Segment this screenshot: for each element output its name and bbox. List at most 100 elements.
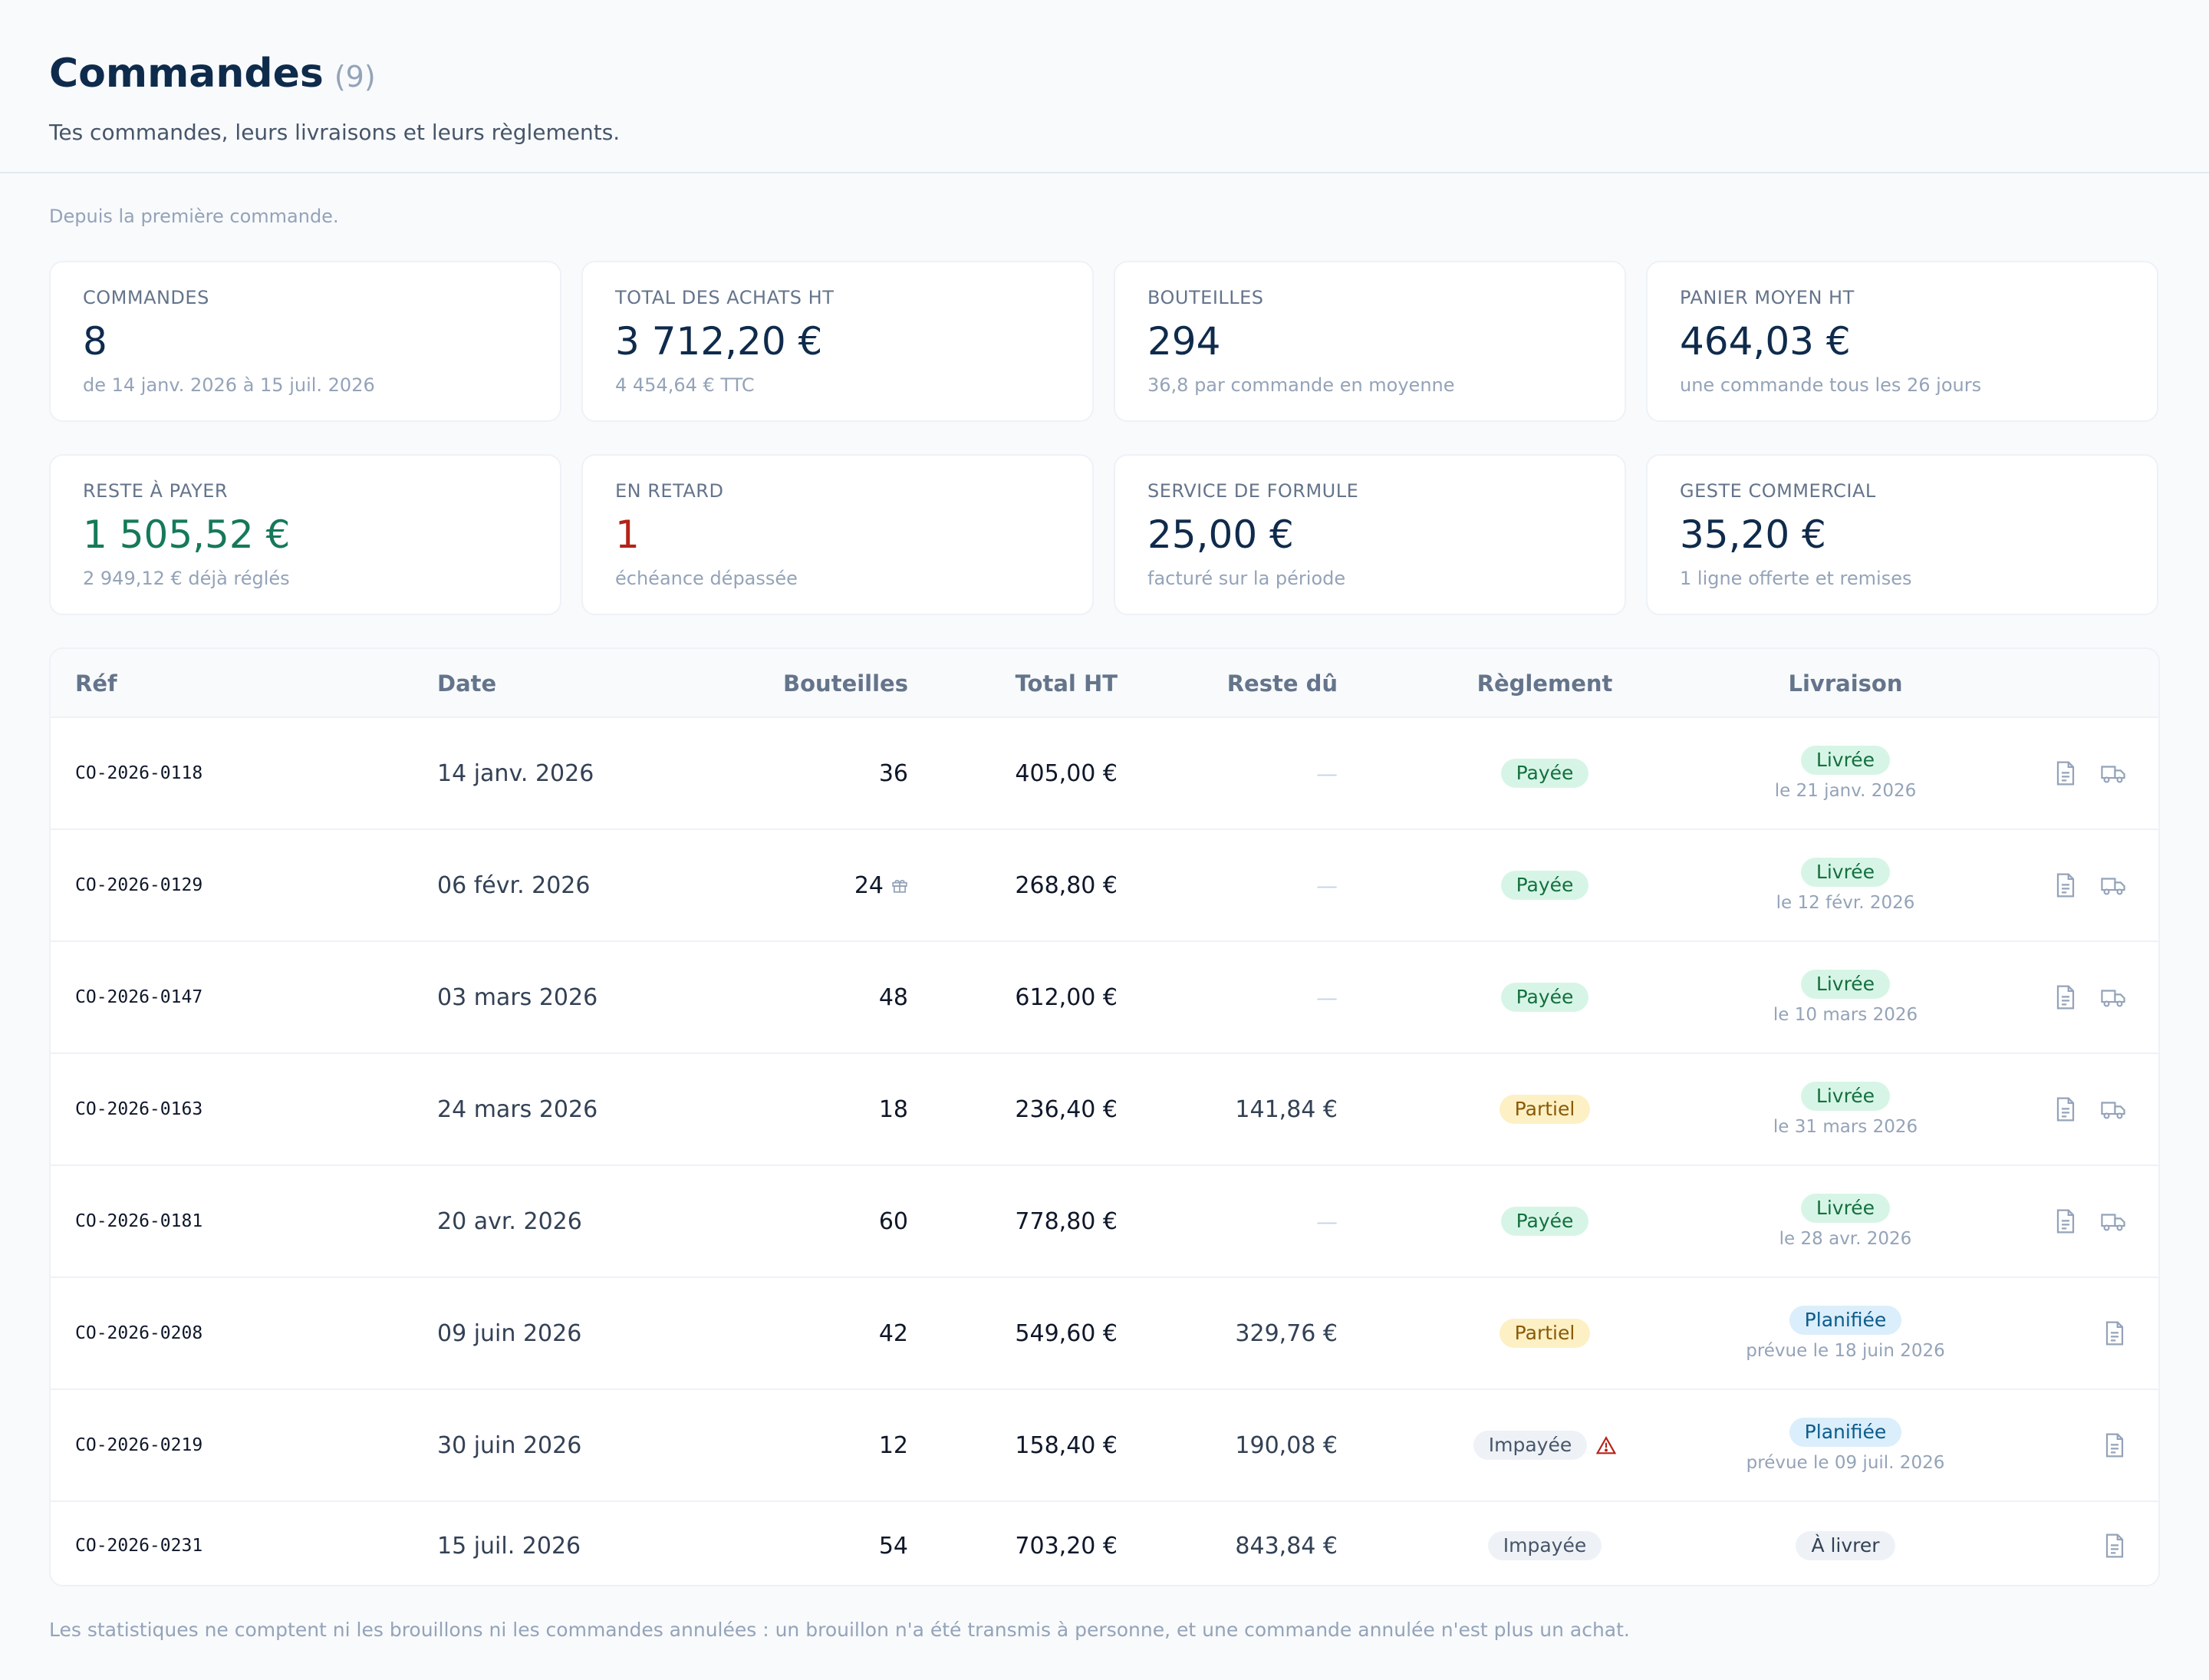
- order-date: 09 juin 2026: [437, 1319, 582, 1347]
- order-date: 24 mars 2026: [437, 1095, 598, 1123]
- bottles-value: 18: [878, 1095, 908, 1123]
- truck-icon[interactable]: [2100, 1098, 2126, 1121]
- row-actions: [2054, 1054, 2126, 1164]
- order-ref[interactable]: CO-2026-0118: [75, 718, 202, 828]
- payment-status: Payée: [1476, 942, 1614, 1052]
- col-ref[interactable]: Réf: [75, 670, 117, 697]
- bottles-value: 60: [878, 1207, 908, 1235]
- order-ref-text: CO-2026-0163: [75, 1099, 203, 1119]
- kpi-label: COMMANDES: [83, 287, 209, 308]
- col-date[interactable]: Date: [437, 670, 497, 697]
- bottles-value: 12: [878, 1431, 908, 1459]
- col-delivery[interactable]: Livraison: [1788, 670, 1903, 697]
- kpi-value: 35,20 €: [1680, 512, 1826, 557]
- order-total: 703,20 €: [1015, 1532, 1118, 1560]
- warning-icon: [1596, 1436, 1617, 1454]
- col-total[interactable]: Total HT: [1015, 670, 1118, 697]
- kpi-sub: 36,8 par commande en moyenne: [1147, 374, 1455, 396]
- bottles-value: 42: [878, 1319, 908, 1347]
- payment-status: Payée: [1476, 830, 1614, 940]
- table-body: CO-2026-0118 14 janv. 2026 36 405,00 € — Payé…: [51, 718, 2158, 1585]
- table-row[interactable]: CO-2026-0231 15 juil. 2026 54 703,20 € 843,8…: [51, 1502, 2158, 1585]
- row-actions: [2054, 1166, 2126, 1276]
- title-row: Commandes (9): [49, 51, 2160, 97]
- payment-status: Impayée: [1473, 1390, 1617, 1500]
- order-ref[interactable]: CO-2026-0129: [75, 830, 202, 940]
- payment-status: Impayée: [1476, 1502, 1614, 1585]
- order-due: —: [1316, 984, 1338, 1010]
- invoice-icon[interactable]: [2054, 984, 2077, 1010]
- kpi-sub: une commande tous les 26 jours: [1680, 374, 1982, 396]
- table-row[interactable]: CO-2026-0163 24 mars 2026 18 236,40 € 141,84…: [51, 1054, 2158, 1166]
- truck-icon[interactable]: [2100, 762, 2126, 785]
- table-row[interactable]: CO-2026-0118 14 janv. 2026 36 405,00 € — Payé…: [51, 718, 2158, 830]
- order-ref[interactable]: CO-2026-0219: [75, 1390, 202, 1500]
- order-ref-text: CO-2026-0118: [75, 763, 203, 783]
- order-date: 30 juin 2026: [437, 1431, 582, 1459]
- delivery-date: prévue le 09 juil. 2026: [1746, 1453, 1945, 1473]
- order-ref-text: CO-2026-0231: [75, 1536, 203, 1556]
- kpi-sub: 2 949,12 € déjà réglés: [83, 568, 290, 589]
- kpi-average-basket: PANIER MOYEN HT 464,03 € une commande to…: [1646, 261, 2158, 422]
- delivery-status: Livrée le 21 janv. 2026: [1684, 718, 2007, 828]
- order-ref-text: CO-2026-0147: [75, 987, 203, 1007]
- invoice-icon[interactable]: [2103, 1432, 2126, 1458]
- invoice-icon[interactable]: [2054, 760, 2077, 786]
- payment-badge: Payée: [1500, 983, 1589, 1012]
- table-header: Réf Date Bouteilles Total HT Reste dû Rè…: [51, 649, 2158, 718]
- order-bottles: 12: [879, 1390, 908, 1500]
- order-ref-text: CO-2026-0219: [75, 1435, 203, 1455]
- row-actions: [2054, 718, 2126, 828]
- kpi-sub: échéance dépassée: [615, 568, 798, 589]
- delivery-date: le 12 févr. 2026: [1776, 893, 1915, 913]
- page-subtitle: Tes commandes, leurs livraisons et leurs…: [49, 120, 621, 145]
- invoice-icon[interactable]: [2054, 1096, 2077, 1122]
- order-ref[interactable]: CO-2026-0181: [75, 1166, 202, 1276]
- invoice-icon[interactable]: [2054, 872, 2077, 898]
- order-ref[interactable]: CO-2026-0208: [75, 1278, 202, 1388]
- col-bottles[interactable]: Bouteilles: [783, 670, 908, 697]
- table-row[interactable]: CO-2026-0208 09 juin 2026 42 549,60 € 329,76…: [51, 1278, 2158, 1390]
- delivery-status: À livrer: [1684, 1502, 2007, 1585]
- truck-icon[interactable]: [2100, 1210, 2126, 1233]
- kpi-sub: 4 454,64 € TTC: [615, 374, 755, 396]
- payment-badge: Partiel: [1499, 1095, 1591, 1124]
- delivery-badge: Livrée: [1800, 970, 1891, 999]
- order-total: 268,80 €: [1015, 871, 1118, 899]
- order-due: 843,84 €: [1235, 1532, 1338, 1560]
- delivery-status: Planifiée prévue le 09 juil. 2026: [1684, 1390, 2007, 1500]
- kpi-value: 25,00 €: [1147, 512, 1294, 557]
- kpi-commercial-gesture: GESTE COMMERCIAL 35,20 € 1 ligne offerte…: [1646, 454, 2158, 615]
- bottles-value: 36: [878, 759, 908, 787]
- invoice-icon[interactable]: [2103, 1533, 2126, 1559]
- kpi-value: 8: [83, 319, 107, 364]
- order-total: 612,00 €: [1015, 983, 1118, 1011]
- order-ref-text: CO-2026-0129: [75, 875, 203, 895]
- payment-badge: Payée: [1500, 1207, 1589, 1236]
- delivery-badge: À livrer: [1796, 1531, 1895, 1560]
- col-due[interactable]: Reste dû: [1226, 670, 1338, 697]
- bottles-value: 54: [878, 1532, 908, 1560]
- row-actions: [2103, 1390, 2126, 1500]
- table-row[interactable]: CO-2026-0129 06 févr. 2026 24 268,80 € — Payé…: [51, 830, 2158, 942]
- table-row[interactable]: CO-2026-0181 20 avr. 2026 60 778,80 € — Payée…: [51, 1166, 2158, 1278]
- order-due: —: [1316, 872, 1338, 898]
- table-row[interactable]: CO-2026-0219 30 juin 2026 12 158,40 € 190,08…: [51, 1390, 2158, 1502]
- delivery-status: Livrée le 10 mars 2026: [1684, 942, 2007, 1052]
- kpi-label: EN RETARD: [615, 480, 724, 502]
- order-total: 236,40 €: [1015, 1095, 1118, 1123]
- truck-icon[interactable]: [2100, 874, 2126, 897]
- order-ref[interactable]: CO-2026-0231: [75, 1502, 203, 1585]
- delivery-date: le 10 mars 2026: [1773, 1005, 1918, 1025]
- invoice-icon[interactable]: [2054, 1208, 2077, 1234]
- gift-icon: [891, 877, 908, 894]
- order-ref[interactable]: CO-2026-0163: [75, 1054, 202, 1164]
- truck-icon[interactable]: [2100, 986, 2126, 1009]
- col-payment[interactable]: Règlement: [1477, 670, 1613, 697]
- order-bottles: 42: [879, 1278, 908, 1388]
- table-row[interactable]: CO-2026-0147 03 mars 2026 48 612,00 € — Payée…: [51, 942, 2158, 1054]
- invoice-icon[interactable]: [2103, 1320, 2126, 1346]
- order-ref[interactable]: CO-2026-0147: [75, 942, 202, 1052]
- payment-badge: Impayée: [1487, 1531, 1602, 1560]
- order-bottles: 60: [879, 1166, 908, 1276]
